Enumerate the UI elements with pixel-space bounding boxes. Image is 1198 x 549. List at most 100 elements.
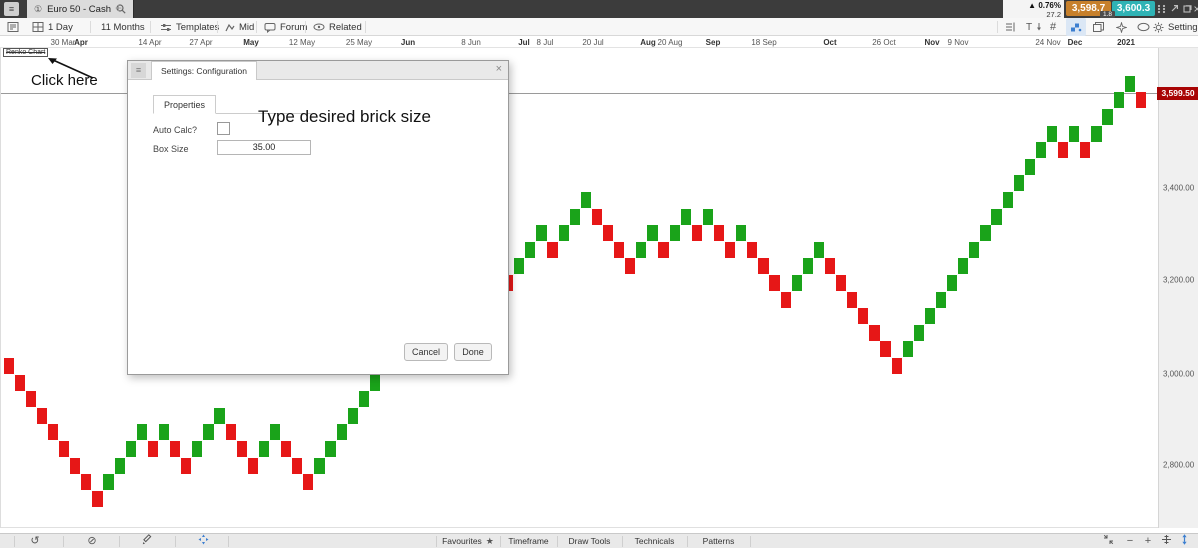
patterns-button[interactable]: Patterns [702, 536, 735, 546]
change-box: ▲ 0.76% 27.2 [1003, 0, 1064, 19]
drag-handle-icon[interactable] [1155, 3, 1167, 15]
renko-up-brick [214, 407, 225, 424]
technicals-button[interactable]: Technicals [634, 536, 675, 546]
price-tick-label: 2,800.00 [1163, 460, 1195, 470]
restore-window-icon[interactable] [1181, 3, 1193, 15]
tab-properties[interactable]: Properties [153, 95, 217, 114]
date-tick-label: 8 Jun [461, 38, 481, 47]
chart-toolbar: 1 Day 11 Months Templates Mid Forum Rela… [0, 18, 1198, 36]
box-size-label: Box Size [153, 144, 189, 154]
layout-grid-icon[interactable] [32, 18, 44, 36]
date-axis[interactable]: 30 Mar Apr 14 Apr 27 Apr May 12 May 25 May Jun 8… [0, 36, 1198, 48]
ellipse-tool-icon[interactable] [1137, 18, 1150, 36]
popout-icon[interactable] [1168, 3, 1180, 15]
box-size-input[interactable]: 35.00 [217, 140, 311, 155]
cancel-button[interactable]: Cancel [404, 343, 448, 361]
clear-drawings-icon[interactable]: ⊘ [87, 535, 97, 547]
instrument-tab-label: Euro 50 - Cash [47, 3, 111, 15]
settings-button[interactable]: Settings [1153, 18, 1198, 36]
auto-calc-checkbox[interactable] [217, 122, 230, 135]
chart-type-label[interactable]: Renko Chart [3, 48, 49, 57]
vertical-scale-icon[interactable] [1177, 534, 1191, 549]
renko-up-brick [136, 424, 147, 441]
pencil-icon[interactable] [140, 534, 154, 549]
renko-down-brick [236, 441, 247, 458]
renko-down-brick [1080, 142, 1091, 159]
renko-down-brick [70, 457, 81, 474]
price-tick-label: 3,200.00 [1163, 275, 1195, 285]
draw-tools-button[interactable]: Draw Tools [568, 536, 611, 546]
renko-down-brick [891, 358, 902, 375]
dialog-header[interactable]: ≡ Settings: Configuration × [128, 61, 508, 80]
search-icon[interactable] [116, 4, 126, 14]
renko-up-brick [192, 441, 203, 458]
sell-price-button[interactable]: 3,598.7 [1066, 1, 1111, 16]
renko-up-brick [369, 374, 381, 391]
done-button[interactable]: Done [454, 343, 492, 361]
change-arrow-icon: ▲ [1028, 1, 1037, 10]
auto-scroll-icon[interactable] [196, 534, 210, 549]
date-tick-label: 24 Nov [1035, 38, 1061, 47]
templates-button[interactable]: Templates [160, 18, 219, 36]
mid-price-button[interactable]: Mid [225, 18, 254, 36]
last-price-line [1, 93, 1158, 94]
renko-up-brick [1024, 158, 1035, 175]
news-panel-icon[interactable] [7, 18, 19, 36]
price-axis[interactable]: 3,400.00 3,200.00 3,000.00 2,800.00 3,599.5… [1157, 48, 1198, 528]
related-button[interactable]: Related [313, 18, 362, 36]
date-tick-label: 20 Jul [582, 38, 604, 47]
renko-down-brick [1058, 142, 1069, 159]
renko-up-brick [947, 275, 958, 292]
renko-down-brick [625, 258, 636, 275]
renko-up-brick [536, 225, 547, 242]
renko-down-brick [758, 258, 769, 275]
renko-up-brick [1002, 192, 1013, 209]
renko-up-brick [314, 457, 325, 474]
renko-down-brick [747, 241, 758, 258]
dialog-menu-icon[interactable]: ≡ [131, 63, 146, 78]
dialog-title-tab[interactable]: Settings: Configuration [151, 61, 257, 80]
buy-price-button[interactable]: 3,600.3 [1112, 1, 1155, 16]
range-button[interactable]: 11 Months [101, 21, 145, 33]
renko-up-brick [269, 424, 281, 441]
renko-up-brick [1124, 75, 1135, 92]
change-percent: 0.76% [1038, 1, 1061, 10]
refresh-icon[interactable]: ↺ [30, 535, 40, 547]
renko-up-brick [1091, 125, 1102, 142]
layers-icon[interactable] [1092, 18, 1105, 36]
date-tick-label: 25 May [345, 38, 373, 47]
change-value: 27.2 [1046, 10, 1061, 19]
zoom-in-icon[interactable]: + [1144, 535, 1152, 547]
zoom-fit-icon[interactable] [1100, 534, 1116, 549]
close-icon[interactable]: × [1193, 2, 1198, 16]
forum-button[interactable]: Forum [264, 18, 307, 36]
reset-scale-icon[interactable] [1159, 534, 1173, 549]
renko-up-brick [525, 241, 536, 258]
renko-down-brick [725, 241, 736, 258]
renko-down-brick [247, 457, 258, 474]
order-book-icon[interactable] [1004, 18, 1016, 36]
renko-down-brick [602, 225, 614, 242]
grid-toggle-icon[interactable]: # [1050, 21, 1057, 33]
instrument-tab[interactable]: ① Euro 50 - Cash [27, 0, 134, 18]
renko-up-brick [980, 225, 991, 242]
click-here-annotation: Click here [31, 72, 98, 89]
main-menu-icon[interactable]: ≡ [4, 2, 19, 16]
renko-down-brick [547, 241, 558, 258]
zoom-out-icon[interactable]: − [1126, 535, 1134, 547]
dialog-close-icon[interactable]: × [495, 63, 502, 75]
renko-up-brick [158, 424, 170, 441]
period-button[interactable]: 1 Day [48, 21, 73, 33]
add-tab-button[interactable]: + [115, 1, 123, 15]
date-tick-label: 2021 [1117, 38, 1135, 47]
text-tool-icon[interactable]: T [1026, 18, 1042, 36]
chart-style-renko-icon[interactable] [1066, 18, 1086, 36]
renko-up-brick [325, 441, 336, 458]
renko-down-brick [858, 308, 869, 325]
sparkle-pointer-icon[interactable] [1116, 18, 1127, 36]
date-tick-label: 30 Mar [50, 38, 76, 47]
renko-down-brick [836, 275, 847, 292]
brick-size-annotation: Type desired brick size [258, 107, 431, 126]
timeframe-button[interactable]: Timeframe [508, 536, 549, 546]
favourites-button[interactable]: Favourites ★ [436, 534, 500, 549]
